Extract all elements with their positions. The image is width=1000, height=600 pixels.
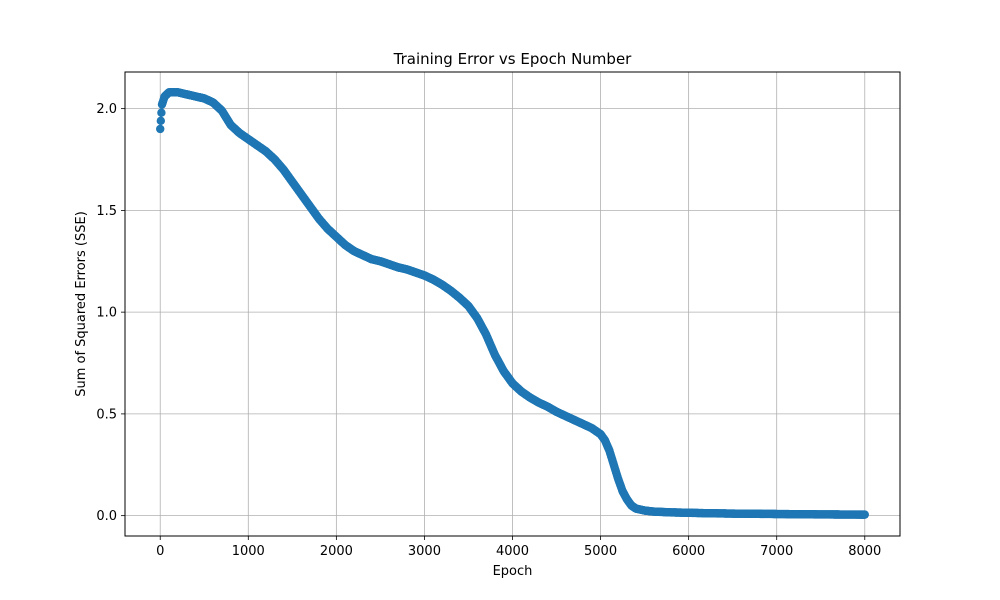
chart-title: Training Error vs Epoch Number bbox=[393, 50, 633, 68]
y-tick-label: 1.0 bbox=[96, 306, 117, 321]
x-tick-label: 7000 bbox=[760, 544, 793, 559]
data-point bbox=[860, 510, 869, 519]
x-tick-label: 2000 bbox=[320, 544, 353, 559]
x-tick-label: 4000 bbox=[496, 544, 529, 559]
x-tick-label: 1000 bbox=[232, 544, 265, 559]
x-tick-label: 3000 bbox=[408, 544, 441, 559]
data-point bbox=[156, 116, 166, 126]
x-tick-label: 8000 bbox=[848, 544, 881, 559]
tick-layer: 0 1000 2000 3000 4000 5000 6000 7000 8000 0.0 0.5 1… bbox=[96, 102, 881, 559]
y-tick-label: 2.0 bbox=[96, 102, 117, 117]
y-axis-label: Sum of Squared Errors (SSE) bbox=[74, 211, 89, 397]
data-point bbox=[157, 108, 166, 117]
x-tick-label: 5000 bbox=[584, 544, 617, 559]
data-point bbox=[156, 124, 165, 134]
data-layer bbox=[156, 88, 869, 519]
y-tick-label: 0.5 bbox=[96, 407, 117, 422]
grid-layer bbox=[125, 72, 900, 536]
x-axis-label: Epoch bbox=[493, 564, 533, 579]
x-tick-label: 6000 bbox=[672, 544, 705, 559]
y-tick-label: 1.5 bbox=[96, 204, 117, 219]
x-tick-label: 0 bbox=[156, 544, 164, 559]
y-tick-label: 0.0 bbox=[96, 509, 117, 524]
